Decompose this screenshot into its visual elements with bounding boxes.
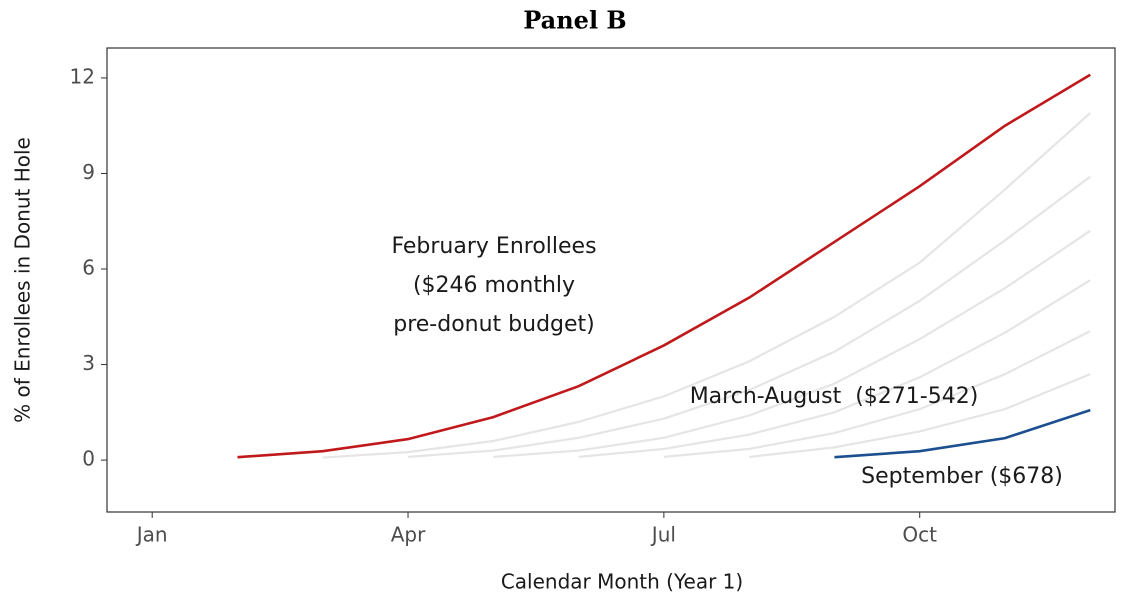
series-line [749, 373, 1091, 458]
y-tick-label: 0 [82, 447, 95, 471]
series-line [407, 175, 1091, 459]
series-line [663, 330, 1091, 459]
annotation: March-August ($271-542) [690, 384, 979, 409]
series-line [493, 229, 1091, 459]
x-tick-label: Jul [650, 523, 676, 547]
series-line [322, 112, 1092, 459]
annotation: ($246 monthly [413, 273, 575, 298]
chart-title: Panel B [523, 6, 626, 35]
series-line [578, 279, 1091, 459]
y-tick-label: 3 [82, 351, 95, 375]
x-tick-label: Apr [391, 523, 426, 547]
plot-panel [106, 47, 1116, 513]
x-tick-label: Oct [902, 523, 937, 547]
series-line [237, 73, 1091, 459]
x-tick-label: Jan [135, 523, 168, 547]
annotation: September ($678) [861, 464, 1063, 489]
annotation: pre-donut budget) [393, 312, 595, 337]
y-tick-label: 6 [82, 256, 95, 280]
x-axis-label: Calendar Month (Year 1) [501, 570, 743, 594]
y-tick-label: 12 [70, 64, 95, 88]
y-axis-label: % of Enrollees in Donut Hole [11, 137, 35, 423]
series-line [834, 408, 1091, 459]
annotation: February Enrollees [391, 234, 596, 259]
y-tick-label: 9 [82, 160, 95, 184]
